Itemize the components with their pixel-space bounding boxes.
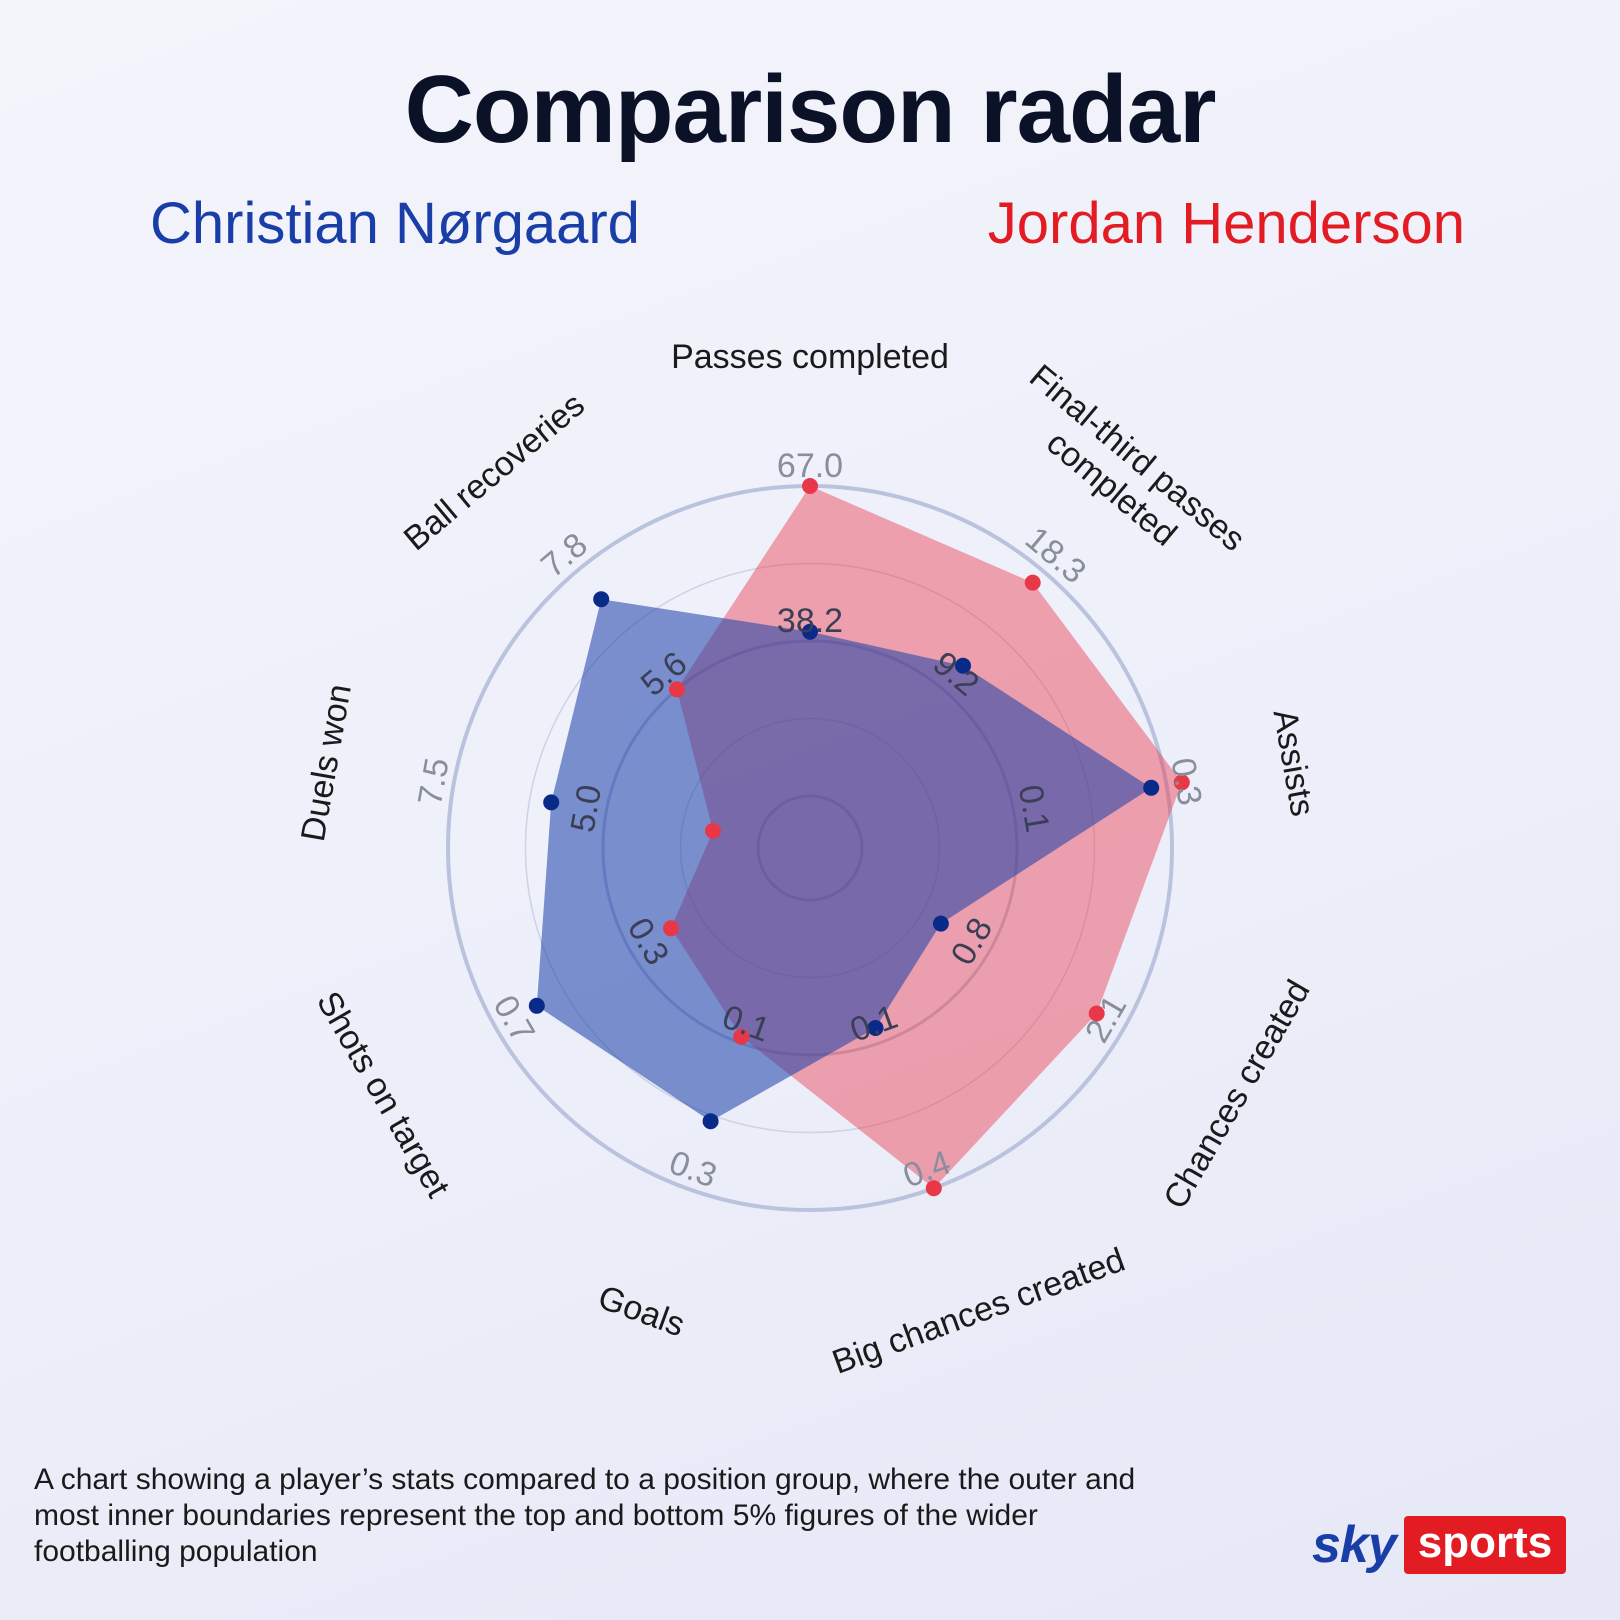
logo-sports-text: sports — [1403, 1516, 1567, 1574]
series-point-0-7 — [543, 794, 560, 811]
axis-label-line: Shots on target — [309, 985, 457, 1204]
sky-sports-logo: sky sports — [1312, 1516, 1567, 1574]
series-point-0-2 — [1143, 779, 1160, 796]
axis-label-line: Big chances created — [827, 1241, 1129, 1382]
axis-label-line: Assists — [1265, 706, 1321, 819]
footnote: A chart showing a player’s stats compare… — [34, 1463, 1136, 1568]
tick-top-8: 7.8 — [534, 526, 595, 585]
tick-top-7: 7.5 — [411, 755, 457, 808]
axis-label-3: Chances created — [1156, 974, 1317, 1216]
axis-label-6: Shots on target — [309, 985, 457, 1204]
series-point-0-4 — [867, 1020, 884, 1036]
series-point-0-5 — [702, 1113, 719, 1130]
logo-sky-text: sky — [1312, 1516, 1397, 1574]
ring-grid — [524, 562, 1096, 1134]
series-point-0-8 — [593, 591, 610, 608]
tick-top-2: 0.3 — [1163, 755, 1209, 808]
page-title: Comparison radar — [404, 56, 1217, 163]
series-point-1-3 — [1088, 1005, 1105, 1022]
series-point-1-7 — [705, 822, 721, 839]
series-point-0-3 — [932, 915, 949, 932]
tick-median-2: 0.1 — [1011, 782, 1057, 835]
series-point-0-1 — [955, 657, 971, 674]
axis-label-5: Goals — [593, 1278, 689, 1344]
tick-median-0: 38.2 — [777, 602, 843, 640]
player-b-name: Jordan Henderson — [987, 191, 1465, 256]
tick-top-6: 0.7 — [486, 989, 543, 1049]
series-point-1-0 — [802, 478, 818, 494]
series-area-0 — [536, 599, 1152, 1122]
tick-top-0: 67.0 — [777, 447, 843, 485]
tick-top-5: 0.3 — [664, 1143, 721, 1195]
axis-label-7: Duels won — [294, 681, 359, 844]
axis-label-line: Passes completed — [671, 338, 949, 376]
series-point-1-2 — [1173, 774, 1190, 791]
axis-label-0: Passes completed — [671, 338, 949, 376]
axis-label-line: Duels won — [294, 681, 359, 844]
series-point-1-5 — [733, 1028, 750, 1045]
tick-median-7: 5.0 — [564, 782, 610, 835]
axis-label-line: Goals — [593, 1278, 689, 1344]
player-a-name: Christian Nørgaard — [150, 191, 640, 256]
series-point-0-6 — [528, 997, 545, 1014]
axis-label-2: Assists — [1265, 706, 1321, 819]
axis-label-4: Big chances created — [827, 1241, 1129, 1382]
series-point-1-8 — [668, 681, 685, 698]
series-point-1-6 — [663, 920, 679, 937]
series-point-1-1 — [1024, 574, 1041, 591]
series-point-0-0 — [802, 623, 818, 640]
series-point-1-4 — [925, 1180, 942, 1197]
axis-label-line: Chances created — [1156, 974, 1317, 1216]
